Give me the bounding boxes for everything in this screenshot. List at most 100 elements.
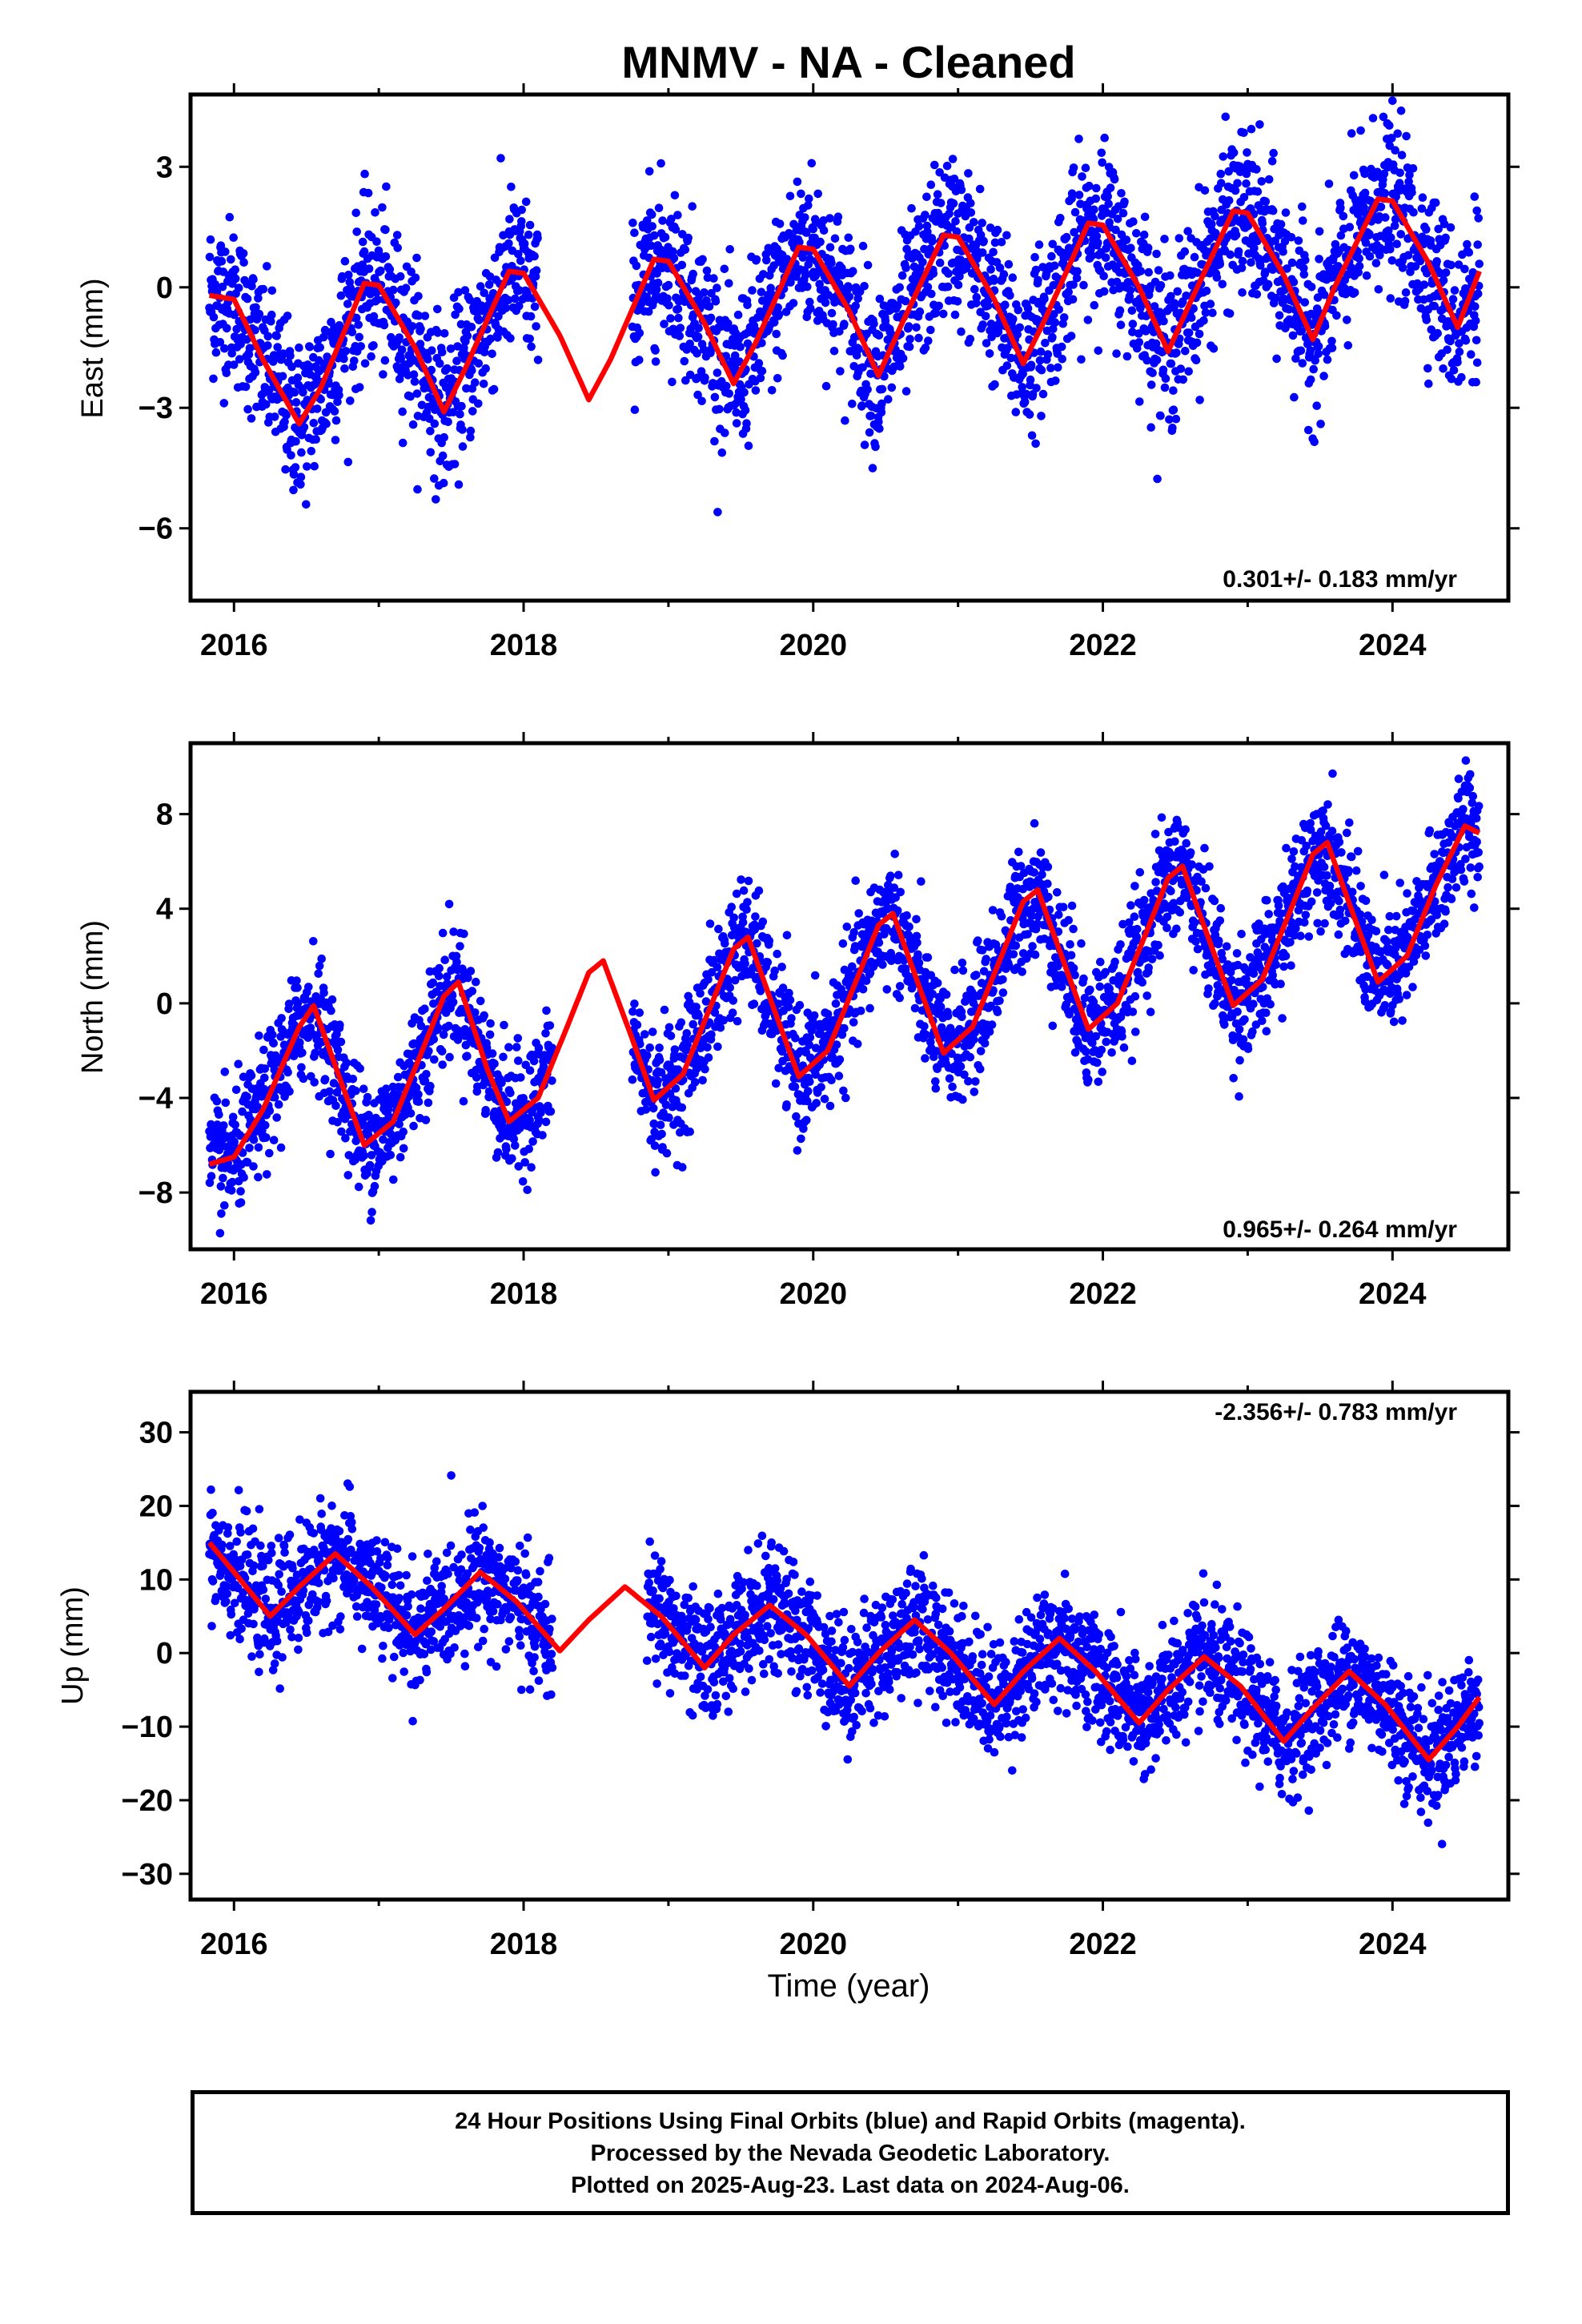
east-point xyxy=(1038,389,1048,399)
east-point xyxy=(1474,214,1483,223)
east-point xyxy=(1158,365,1168,375)
chart-title: MNMV - NA - Cleaned xyxy=(621,37,1075,87)
north-point xyxy=(784,1003,793,1011)
east-point xyxy=(1066,332,1076,340)
north-point xyxy=(471,1008,480,1017)
east-point xyxy=(1192,338,1202,348)
north-point xyxy=(277,1014,286,1023)
east-point xyxy=(1473,240,1482,249)
east-point xyxy=(398,438,408,448)
east-point xyxy=(938,309,948,319)
north-point xyxy=(851,876,860,885)
north-point xyxy=(837,1030,847,1039)
east-point xyxy=(1224,167,1233,176)
east-point xyxy=(1216,169,1226,179)
east-point xyxy=(437,348,447,357)
north-point xyxy=(770,966,779,975)
east-point xyxy=(1217,179,1226,187)
east-point xyxy=(928,237,937,246)
east-point xyxy=(286,352,295,360)
north-point xyxy=(998,988,1008,997)
east-point xyxy=(1069,280,1078,289)
east-ytick-label: 3 xyxy=(156,151,173,184)
north-point xyxy=(359,1084,368,1093)
east-point xyxy=(1314,342,1323,351)
east-point xyxy=(407,267,416,276)
east-point xyxy=(1396,107,1406,115)
north-point xyxy=(500,1020,508,1030)
east-point xyxy=(1168,424,1177,432)
east-point xyxy=(1300,298,1310,307)
north-point xyxy=(738,918,748,927)
north-point xyxy=(399,1128,408,1136)
east-point xyxy=(693,373,702,383)
north-point xyxy=(853,1039,862,1048)
north-point xyxy=(285,1087,294,1096)
north-point xyxy=(729,913,738,923)
east-point xyxy=(757,287,766,297)
east-point xyxy=(462,384,471,393)
east-point xyxy=(259,284,268,294)
east-point xyxy=(1020,397,1030,407)
east-point xyxy=(254,294,263,303)
east-point xyxy=(279,349,287,358)
east-point xyxy=(1144,267,1153,277)
east-point xyxy=(360,359,370,368)
east-point xyxy=(1258,219,1267,228)
north-point xyxy=(344,1151,354,1160)
east-point xyxy=(1343,316,1351,324)
east-point xyxy=(986,265,995,274)
east-point xyxy=(924,336,933,345)
east-point xyxy=(241,382,251,392)
east-point xyxy=(674,313,683,323)
north-point xyxy=(249,1136,259,1144)
east-point xyxy=(979,236,988,246)
east-point xyxy=(393,243,403,252)
east-point xyxy=(343,300,352,308)
east-point xyxy=(1092,183,1101,193)
east-point xyxy=(229,233,239,243)
north-point xyxy=(658,1143,667,1152)
north-point xyxy=(437,1047,447,1056)
north-point xyxy=(502,1144,511,1154)
east-point xyxy=(1373,167,1382,177)
east-point xyxy=(813,189,822,199)
east-point xyxy=(1018,383,1026,392)
north-point xyxy=(1069,924,1078,934)
east-point xyxy=(322,419,331,428)
north-point xyxy=(272,1113,282,1122)
east-point xyxy=(849,267,857,276)
north-point xyxy=(220,1068,230,1076)
east-point xyxy=(669,254,679,263)
north-point xyxy=(486,1019,495,1028)
north-point xyxy=(513,1034,523,1043)
east-point xyxy=(807,159,817,168)
north-point xyxy=(975,1064,985,1074)
east-point xyxy=(901,387,911,396)
north-point xyxy=(293,999,303,1007)
east-point xyxy=(1092,231,1102,241)
north-point xyxy=(228,1112,238,1122)
east-point xyxy=(247,414,256,423)
east-point xyxy=(730,351,740,360)
north-point xyxy=(982,955,990,963)
north-point xyxy=(534,1043,544,1052)
north-point xyxy=(333,1118,342,1127)
east-point xyxy=(845,292,854,301)
north-point xyxy=(254,1172,263,1182)
east-point xyxy=(970,284,979,294)
east-point xyxy=(1269,148,1278,158)
east-point xyxy=(1306,346,1315,355)
east-point xyxy=(1025,410,1034,419)
east-point xyxy=(1365,251,1375,261)
north-point xyxy=(690,1078,700,1087)
east-point xyxy=(990,276,998,285)
north-point xyxy=(207,1172,216,1180)
east-point xyxy=(209,374,218,384)
north-point xyxy=(509,1134,519,1144)
east-point xyxy=(378,203,387,212)
east-point xyxy=(363,188,373,198)
east-point xyxy=(1397,151,1407,159)
north-point xyxy=(444,1021,453,1031)
east-point xyxy=(851,301,860,311)
